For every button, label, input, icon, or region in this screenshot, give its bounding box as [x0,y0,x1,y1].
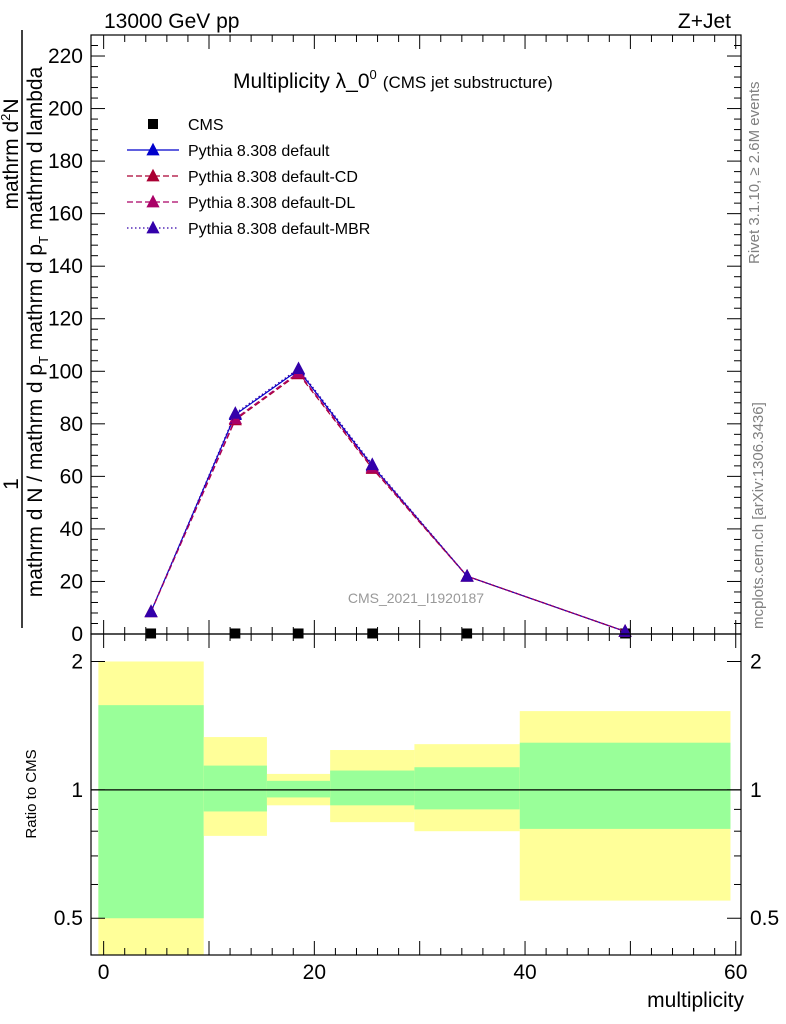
series-point-mbr [365,457,379,470]
main-y-tick-label: 200 [48,98,83,121]
ylabel-den-part1: mathrm d N / mathrm d p [24,364,47,597]
header-process-label: Z+Jet [678,10,731,33]
ylabel-den-sub1: T [36,356,51,364]
main-y-axis-label: 1 mathrm d2N mathrm d N / mathrm d pT ma… [0,30,51,628]
series-point-mbr [144,604,158,618]
main-title-superscript: 0 [370,67,377,82]
legend-marker-default [146,142,160,156]
main-y-tick-label: 80 [60,413,83,436]
ylabel-numerator: mathrm d2N [0,98,23,209]
x-tick-label: 40 [513,961,536,984]
series-point-mbr [228,406,242,419]
ratio-y-tick-label: 2 [71,650,83,673]
ratio-band-inner [330,770,415,806]
main-y-tick-label: 120 [48,308,83,331]
legend-label-default: Pythia 8.308 default [188,143,330,160]
ylabel-denominator: mathrm d N / mathrm d pT mathrm d pT mat… [24,66,51,597]
ratio-band-inner [414,767,520,810]
series-point-mbr [291,361,306,375]
ylabel-den-sub2: T [36,236,51,244]
ratio-y-tick-label-right: 0.5 [750,907,779,930]
main-y-tick-label: 0 [71,623,83,646]
main-y-tick-label: 100 [48,360,83,383]
analysis-watermark: CMS_2021_I1920187 [348,590,484,606]
legend-label-data: CMS [188,117,224,134]
main-title-text: Multiplicity λ_0 [233,70,370,93]
main-y-tick-label: 160 [48,203,83,226]
ratio-plot-frame [90,633,742,956]
ratio-y-tick-label-right: 1 [750,779,762,802]
ylabel-numerator-sup: 2 [0,114,13,121]
ratio-y-tick-label: 0.5 [54,907,83,930]
legend: CMS Pythia 8.308 default Pythia 8.308 defa… [127,117,370,238]
legend-marker-mbr [146,220,160,234]
main-y-tick-label: 140 [48,255,83,278]
x-tick-label: 20 [303,961,326,984]
ylabel-den-part3: mathrm d lambda [24,66,47,236]
legend-label-cd: Pythia 8.308 default-CD [188,169,358,186]
ylabel-den-part2: mathrm d p [24,244,47,356]
ratio-y-tick-label: 1 [71,779,83,802]
main-y-tick-label: 40 [60,518,83,541]
legend-marker-cd [146,168,160,182]
ratio-plot: 0.5 0.51 12 20 20 40 60 [54,633,779,984]
main-title: Multiplicity λ_00 (CMS jet substructure) [233,67,553,93]
ratio-y-tick-label-right: 2 [750,650,762,673]
x-tick-label: 60 [724,961,747,984]
ratio-y-axis-label: Ratio to CMS [23,749,40,838]
main-y-tick-label: 60 [60,465,83,488]
ylabel-numerator-text: mathrm d [0,121,23,210]
rivet-version-label: Rivet 3.1.10, ≥ 2.6M events [746,82,763,265]
main-y-axis: 0 20 40 60 80 100 120 140 160 180 200 220 [48,34,741,646]
series-line-mbr [150,367,626,632]
ylabel-numerator-n: N [0,98,23,113]
legend-marker-data [148,119,158,129]
main-y-tick-label: 180 [48,150,83,173]
legend-label-dl: Pythia 8.308 default-DL [188,195,355,212]
x-tick-label: 0 [98,961,110,984]
ylabel-one: 1 [0,478,23,490]
ratio-band-inner [203,765,267,812]
ratio-axes: 0.5 0.51 12 20 20 40 60 [54,634,779,984]
legend-marker-dl [146,194,160,208]
ratio-bands-layer [91,661,741,955]
ratio-band-inner [98,705,204,919]
main-y-tick-label: 220 [48,45,83,68]
main-y-tick-label: 20 [60,570,83,593]
x-axis-label: multiplicity [647,989,744,1012]
main-subtitle: (CMS jet substructure) [383,73,553,92]
header-energy-label: 13000 GeV pp [104,10,239,33]
ratio-band-inner [266,780,331,798]
series-point-mbr [460,569,474,582]
legend-label-mbr: Pythia 8.308 default-MBR [188,221,370,238]
ratio-band-inner [519,742,731,829]
mcplots-reference-label: mcplots.cern.ch [arXiv:1306.3436] [750,402,767,629]
